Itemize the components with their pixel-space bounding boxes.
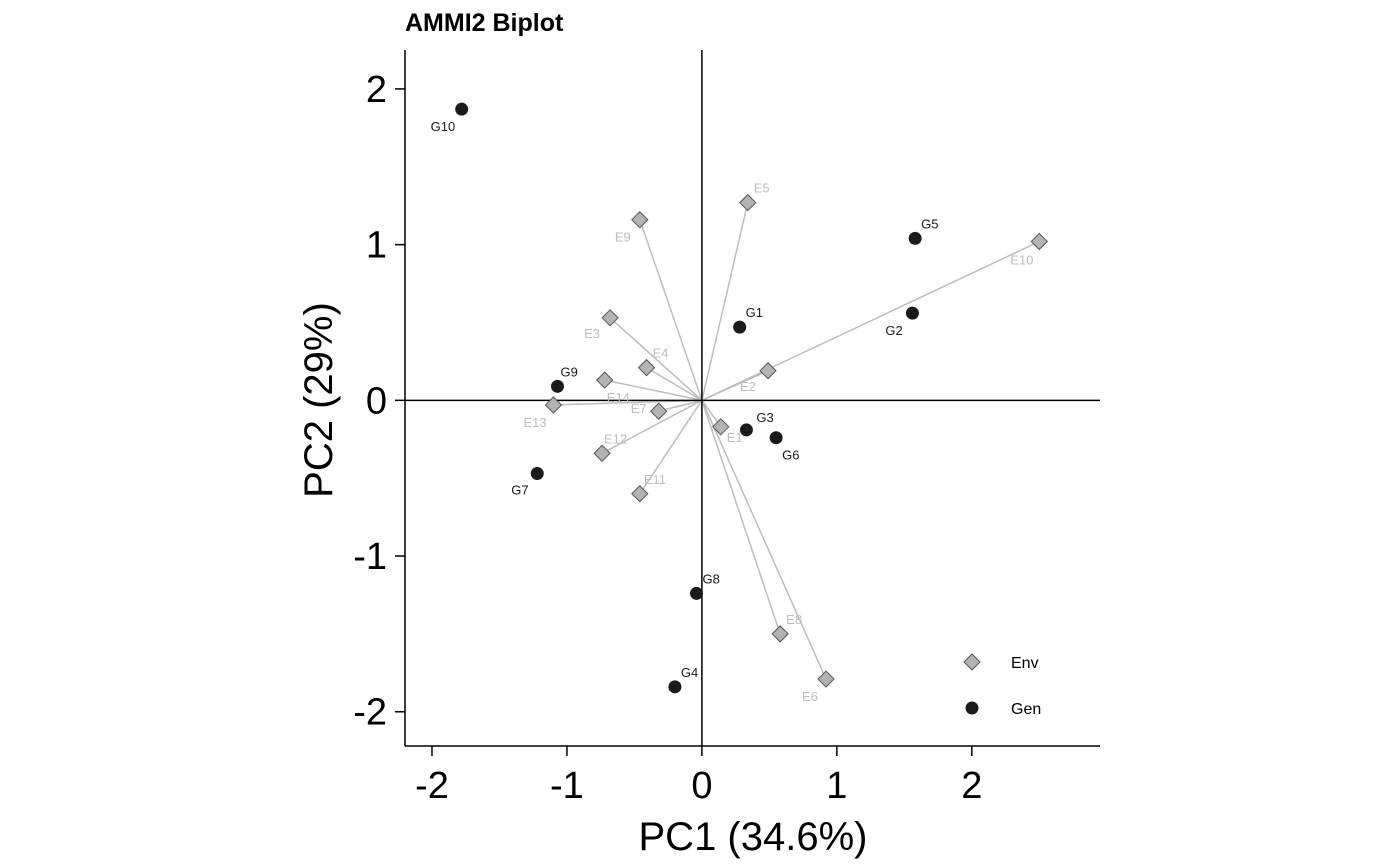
env-label-e4: E4 (653, 346, 669, 361)
gen-label-g7: G7 (511, 483, 528, 498)
y-tick-label: -2 (353, 692, 387, 734)
env-vector-e9 (639, 219, 703, 401)
gen-point-g9 (550, 379, 564, 393)
env-point-e7 (650, 402, 668, 420)
gen-point-g4 (668, 680, 682, 694)
gen-label-g10: G10 (431, 119, 456, 134)
env-label-e12: E12 (604, 431, 627, 446)
env-point-e10 (1030, 232, 1048, 251)
gen-point-g7 (530, 467, 544, 481)
point-labels: E1 E2 E3 E4 E5 E6 E7 E8 E9 E10 E11 E12 E13 E14 G1 G2 G3 G… (431, 119, 1034, 704)
x-tick-label: 0 (691, 765, 712, 807)
env-vector-e13 (553, 399, 702, 406)
env-label-e8: E8 (786, 612, 802, 627)
y-tick-label: -1 (353, 536, 387, 578)
env-point-e13 (544, 396, 563, 414)
legend-env-marker (963, 653, 981, 671)
gen-label-g3: G3 (756, 410, 773, 425)
env-point-e14 (596, 371, 614, 389)
gen-label-g6: G6 (782, 448, 799, 463)
env-label-e14: E14 (607, 390, 630, 405)
env-points (544, 193, 1048, 688)
x-tick-label: -1 (550, 765, 584, 807)
gen-point-g8 (689, 586, 703, 600)
env-label-e10: E10 (1010, 253, 1033, 268)
reference-lines (405, 50, 1100, 746)
env-label-e2: E2 (740, 379, 756, 394)
env-vector-e3 (609, 317, 703, 401)
env-point-e8 (771, 625, 789, 643)
env-label-e13: E13 (523, 415, 546, 430)
gen-point-g6 (769, 431, 783, 445)
env-point-e6 (817, 670, 835, 688)
env-point-e2 (759, 362, 777, 380)
env-point-e11 (631, 485, 649, 503)
gen-points (455, 102, 922, 694)
env-point-e4 (637, 358, 656, 377)
gen-label-g1: G1 (746, 305, 763, 320)
env-point-e3 (601, 309, 619, 327)
gen-label-g5: G5 (921, 216, 938, 231)
legend-env-label: Env (1011, 655, 1039, 672)
x-tick-label: -2 (415, 765, 449, 807)
x-tick-label: 2 (961, 765, 982, 807)
gen-label-g8: G8 (702, 571, 719, 586)
env-point-e5 (739, 193, 757, 212)
gen-point-g1 (733, 320, 747, 334)
env-label-e9: E9 (615, 230, 631, 245)
env-point-e1 (712, 418, 730, 436)
gen-label-g4: G4 (681, 665, 698, 680)
gen-point-g10 (455, 102, 469, 116)
y-axis-title: PC2 (29%) (297, 302, 341, 498)
gen-point-g3 (739, 423, 753, 437)
env-vector-e8 (701, 400, 781, 635)
env-vector-e7 (658, 399, 703, 412)
env-label-e6: E6 (802, 689, 818, 704)
env-point-e9 (631, 211, 649, 229)
gen-label-g9: G9 (560, 364, 577, 379)
gen-point-g5 (908, 231, 922, 245)
env-label-e1: E1 (727, 430, 743, 445)
env-vector-e12 (601, 399, 703, 454)
legend-gen-marker (965, 701, 979, 715)
x-axis-title: PC1 (34.6%) (639, 815, 868, 859)
env-vector-e11 (639, 399, 703, 495)
env-label-e11: E11 (644, 472, 666, 487)
gen-point-g2 (905, 306, 919, 320)
env-vector-e14 (604, 379, 703, 402)
y-tick-label: 1 (366, 225, 387, 267)
x-tick-label: 1 (826, 765, 847, 807)
env-label-e5: E5 (754, 181, 770, 196)
gen-label-g2: G2 (885, 323, 902, 338)
env-vector-e5 (701, 202, 749, 401)
env-label-e3: E3 (584, 326, 600, 341)
env-vector-e4 (646, 366, 703, 401)
env-vector-e10 (701, 240, 1040, 402)
chart-title: AMMI2 Biplot (405, 9, 564, 37)
env-point-e12 (593, 444, 611, 462)
env-vectors (553, 202, 1040, 680)
y-tick-label: 0 (366, 380, 387, 422)
env-label-e7: E7 (631, 401, 647, 416)
axes: -2 -1 0 1 2 -2 -1 0 1 2 (353, 50, 1100, 807)
legend-gen-label: Gen (1011, 701, 1041, 718)
env-vector-e6 (701, 400, 827, 680)
y-tick-label: 2 (366, 69, 387, 111)
legend: Env Gen (963, 653, 1041, 718)
